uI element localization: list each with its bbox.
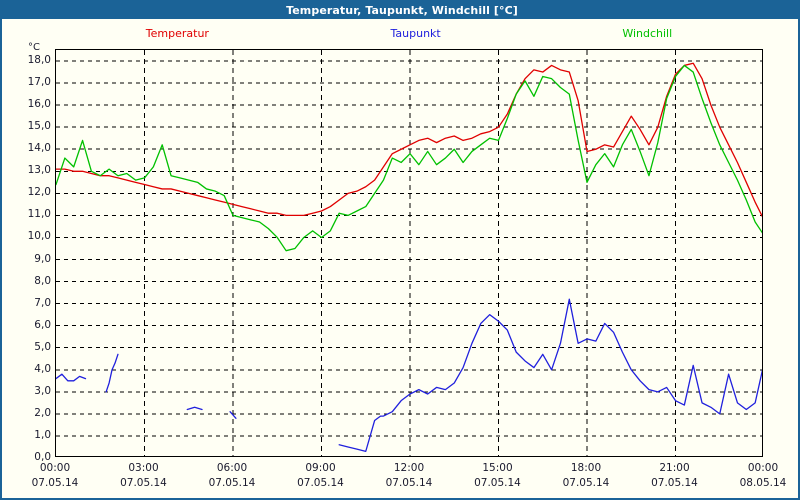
y-axis-tick: 17,0 bbox=[27, 76, 51, 89]
series-line-taupunkt bbox=[229, 411, 237, 419]
legend-item-temperatur: Temperatur bbox=[145, 26, 209, 40]
chart-legend: Temperatur Taupunkt Windchill bbox=[55, 26, 763, 40]
chart-gridlines bbox=[56, 50, 762, 456]
x-axis-tick-time: 09:00 bbox=[305, 462, 336, 474]
y-axis-tick: 0,0 bbox=[34, 451, 51, 463]
x-axis-tick-date: 07.05.14 bbox=[120, 477, 167, 489]
legend-item-taupunkt: Taupunkt bbox=[390, 26, 441, 40]
x-axis-tick-date: 07.05.14 bbox=[651, 477, 698, 489]
legend-item-windchill: Windchill bbox=[622, 26, 673, 40]
x-axis-tick-time: 12:00 bbox=[393, 462, 425, 474]
x-axis-tick: 03:00 07.05.14 bbox=[104, 461, 184, 491]
x-axis-tick-time: 18:00 bbox=[570, 462, 602, 474]
y-axis-tick: 9,0 bbox=[34, 252, 51, 265]
x-axis-tick: 15:00 07.05.14 bbox=[458, 461, 538, 491]
x-axis-tick-time: 21:00 bbox=[659, 462, 690, 474]
x-axis-tick-time: 00:00 bbox=[39, 462, 71, 474]
x-axis-tick-date: 08.05.14 bbox=[739, 477, 787, 489]
y-axis-tick: 6,0 bbox=[34, 318, 51, 331]
y-axis-tick-labels: 18,0 17,0 16,0 15,0 14,0 13,0 12,0 11,0 10,0 9,0 8… bbox=[2, 49, 51, 463]
chart-plot-area bbox=[55, 49, 763, 457]
x-axis-tick-date: 07.05.14 bbox=[297, 477, 344, 489]
x-axis-tick-date: 07.05.14 bbox=[562, 477, 610, 489]
x-axis-tick-time: 06:00 bbox=[216, 462, 248, 474]
x-axis-tick-time: 15:00 bbox=[482, 462, 513, 474]
y-axis-tick: 8,0 bbox=[34, 274, 51, 287]
y-axis-tick: 18,0 bbox=[27, 54, 51, 67]
y-axis-tick: 5,0 bbox=[34, 340, 51, 353]
x-axis-tick-time: 00:00 bbox=[747, 462, 779, 474]
x-axis-tick-time: 03:00 bbox=[128, 462, 159, 474]
y-axis-tick: 10,0 bbox=[27, 230, 51, 243]
y-axis-tick: 15,0 bbox=[27, 120, 51, 133]
series-line-taupunkt bbox=[186, 406, 203, 411]
x-axis-tick: 06:00 07.05.14 bbox=[192, 461, 272, 491]
y-axis-tick: 12,0 bbox=[27, 186, 51, 199]
series-line-taupunkt bbox=[338, 298, 762, 453]
x-axis-tick: 00:00 08.05.14 bbox=[723, 461, 798, 491]
chart-series-lines bbox=[56, 62, 762, 453]
x-axis-tick: 18:00 07.05.14 bbox=[546, 461, 626, 491]
window-title: Temperatur, Taupunkt, Windchill [°C] bbox=[2, 2, 798, 19]
x-axis-tick: 21:00 07.05.14 bbox=[635, 461, 715, 491]
series-line-taupunkt bbox=[56, 373, 87, 382]
x-axis-tick-date: 07.05.14 bbox=[208, 477, 256, 489]
y-axis-tick: 13,0 bbox=[27, 164, 51, 177]
series-line-taupunkt bbox=[105, 353, 119, 393]
x-axis-tick: 09:00 07.05.14 bbox=[281, 461, 361, 491]
x-axis-tick-labels: 00:00 07.05.14 03:00 07.05.14 06:00 07.05.14 0… bbox=[2, 461, 798, 495]
x-axis-tick-date: 07.05.14 bbox=[31, 477, 79, 489]
series-line-windchill bbox=[56, 64, 762, 252]
y-axis-tick: 14,0 bbox=[27, 142, 51, 155]
x-axis-tick-date: 07.05.14 bbox=[385, 477, 433, 489]
x-axis-tick: 12:00 07.05.14 bbox=[369, 461, 449, 491]
x-axis-tick-date: 07.05.14 bbox=[474, 477, 521, 489]
series-line-temperatur bbox=[56, 62, 762, 218]
y-axis-tick: 2,0 bbox=[34, 406, 51, 419]
x-axis-tick: 00:00 07.05.14 bbox=[15, 461, 95, 491]
y-axis-tick: 4,0 bbox=[34, 362, 51, 375]
y-axis-unit-label: °C bbox=[28, 42, 40, 53]
y-axis-tick: 7,0 bbox=[34, 296, 51, 309]
y-axis-tick: 1,0 bbox=[34, 428, 51, 441]
y-axis-tick: 11,0 bbox=[27, 208, 51, 221]
y-axis-tick: 3,0 bbox=[34, 384, 51, 397]
y-axis-tick: 16,0 bbox=[27, 98, 51, 111]
